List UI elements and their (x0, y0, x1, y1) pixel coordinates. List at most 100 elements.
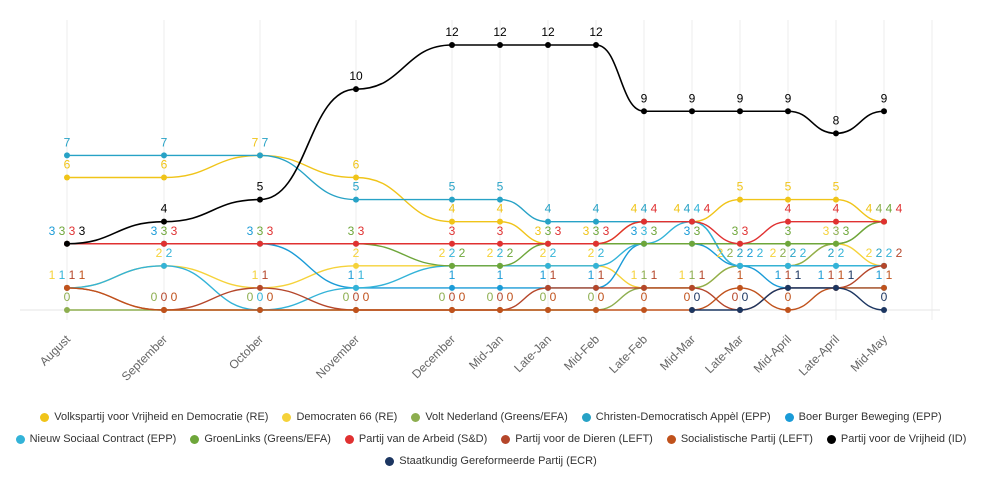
data-point[interactable] (593, 240, 599, 247)
data-point[interactable] (737, 307, 743, 313)
data-point[interactable] (449, 240, 455, 247)
data-point[interactable] (689, 284, 695, 291)
data-point[interactable] (545, 218, 551, 225)
data-point[interactable] (593, 284, 599, 291)
data-point[interactable] (161, 174, 167, 181)
data-point[interactable] (737, 196, 743, 203)
data-point[interactable] (689, 218, 695, 225)
data-point[interactable] (449, 42, 455, 48)
legend-item[interactable]: Socialistische Partij (LEFT) (666, 432, 813, 446)
data-point[interactable] (449, 307, 455, 313)
data-label: 1 (795, 268, 802, 282)
data-point[interactable] (353, 86, 359, 93)
data-point[interactable] (833, 130, 839, 137)
data-point[interactable] (881, 108, 887, 115)
data-point[interactable] (257, 196, 263, 203)
data-point[interactable] (737, 284, 743, 291)
data-point[interactable] (881, 307, 887, 313)
data-point[interactable] (497, 307, 503, 313)
data-point[interactable] (833, 284, 839, 291)
data-point[interactable] (545, 240, 551, 247)
data-point[interactable] (689, 240, 695, 247)
data-point[interactable] (257, 152, 263, 159)
data-point[interactable] (785, 108, 791, 115)
data-point[interactable] (785, 284, 791, 291)
data-point[interactable] (833, 196, 839, 203)
data-point[interactable] (641, 307, 647, 313)
data-point[interactable] (785, 307, 791, 313)
data-point[interactable] (737, 240, 743, 247)
data-point[interactable] (785, 218, 791, 225)
legend-item[interactable]: Christen-Democratisch Appèl (EPP) (581, 410, 771, 424)
data-point[interactable] (353, 307, 359, 313)
legend-item[interactable]: Boer Burger Beweging (EPP) (784, 410, 942, 424)
data-point[interactable] (161, 240, 167, 247)
legend-item[interactable]: Staatkundig Gereformeerde Partij (ECR) (385, 454, 597, 468)
data-point[interactable] (737, 108, 743, 115)
data-point[interactable] (833, 262, 839, 269)
data-label: 4 (876, 202, 883, 216)
data-point[interactable] (64, 284, 70, 291)
legend-item[interactable]: Volkspartij voor Vrijheid en Democratie … (40, 410, 268, 424)
legend-item[interactable]: Partij van de Arbeid (S&D) (344, 432, 487, 446)
data-point[interactable] (641, 240, 647, 247)
data-point[interactable] (545, 42, 551, 48)
data-point[interactable] (833, 240, 839, 247)
legend-item[interactable]: GroenLinks (Greens/EFA) (190, 432, 331, 446)
data-point[interactable] (689, 307, 695, 313)
data-label: 1 (689, 268, 696, 282)
data-point[interactable] (497, 284, 503, 291)
data-point[interactable] (449, 262, 455, 269)
legend-item[interactable]: Partij voor de Vrijheid (ID) (826, 432, 966, 446)
data-point[interactable] (881, 284, 887, 291)
data-point[interactable] (353, 262, 359, 269)
data-label: 2 (770, 246, 777, 260)
data-point[interactable] (833, 218, 839, 225)
data-point[interactable] (641, 108, 647, 115)
data-point[interactable] (785, 240, 791, 247)
data-point[interactable] (161, 218, 167, 225)
legend-item[interactable]: Democraten 66 (RE) (282, 410, 397, 424)
data-point[interactable] (353, 174, 359, 181)
data-point[interactable] (64, 174, 70, 181)
data-point[interactable] (641, 218, 647, 225)
legend-item[interactable]: Volt Nederland (Greens/EFA) (411, 410, 568, 424)
data-point[interactable] (257, 240, 263, 247)
data-point[interactable] (449, 196, 455, 203)
data-point[interactable] (449, 218, 455, 225)
data-point[interactable] (689, 108, 695, 115)
data-point[interactable] (593, 262, 599, 269)
data-point[interactable] (497, 196, 503, 203)
data-point[interactable] (641, 284, 647, 291)
data-point[interactable] (497, 218, 503, 225)
data-point[interactable] (64, 307, 70, 313)
data-point[interactable] (161, 152, 167, 159)
data-point[interactable] (353, 284, 359, 291)
data-point[interactable] (737, 262, 743, 269)
data-point[interactable] (545, 262, 551, 269)
legend-item[interactable]: Partij voor de Dieren (LEFT) (501, 432, 653, 446)
data-point[interactable] (497, 42, 503, 48)
data-point[interactable] (545, 284, 551, 291)
data-point[interactable] (785, 262, 791, 269)
data-point[interactable] (449, 284, 455, 291)
data-point[interactable] (353, 196, 359, 203)
data-point[interactable] (161, 262, 167, 269)
data-point[interactable] (64, 152, 70, 159)
data-point[interactable] (593, 307, 599, 313)
data-point[interactable] (257, 307, 263, 313)
data-point[interactable] (881, 218, 887, 225)
data-point[interactable] (785, 196, 791, 203)
data-point[interactable] (64, 240, 70, 247)
data-point[interactable] (257, 284, 263, 291)
data-point[interactable] (161, 307, 167, 313)
legend-item[interactable]: Nieuw Sociaal Contract (EPP) (15, 432, 176, 446)
data-point[interactable] (593, 218, 599, 225)
data-point[interactable] (497, 262, 503, 269)
data-point[interactable] (593, 42, 599, 48)
data-point[interactable] (881, 262, 887, 269)
data-point[interactable] (353, 240, 359, 247)
x-tick-label: Mid-April (751, 332, 794, 375)
data-point[interactable] (545, 307, 551, 313)
data-point[interactable] (497, 240, 503, 247)
